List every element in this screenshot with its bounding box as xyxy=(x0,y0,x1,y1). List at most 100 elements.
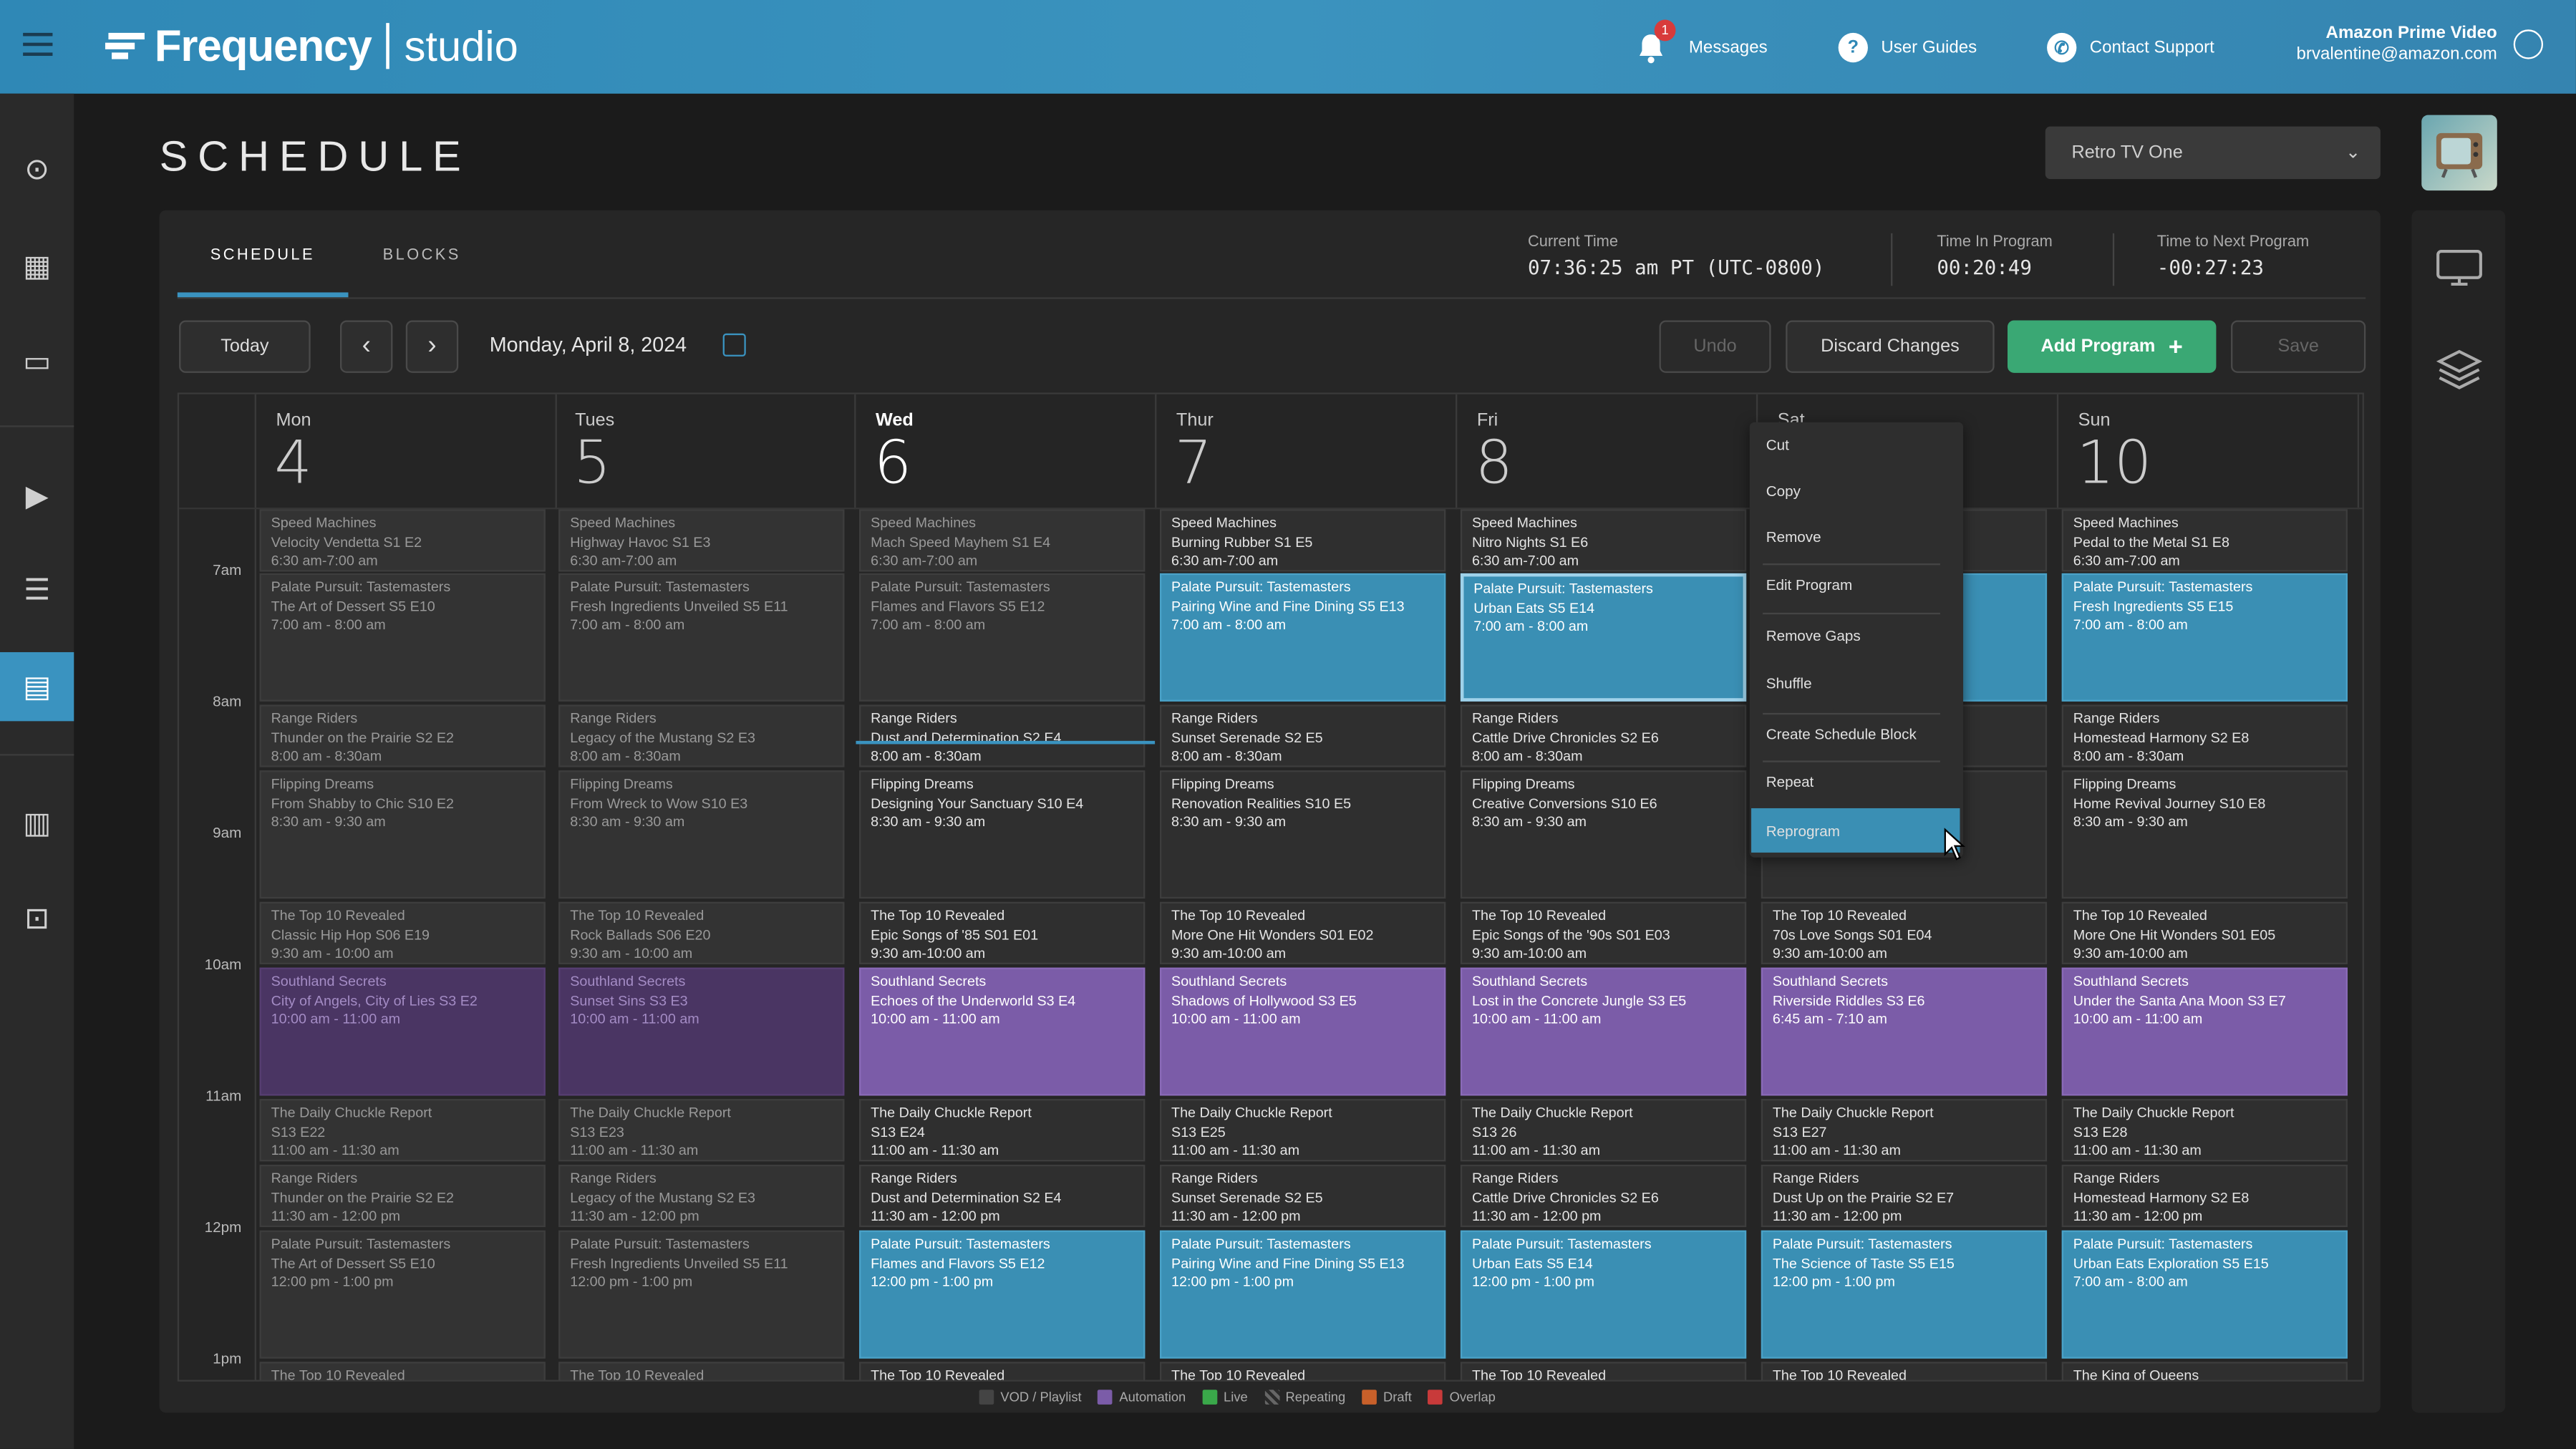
context-menu-item[interactable]: Remove Gaps xyxy=(1766,627,1861,644)
program-block[interactable]: The Top 10 Revealed Epic Songs of the '90… xyxy=(1460,901,1747,964)
context-menu-item[interactable]: Shuffle xyxy=(1766,675,1812,692)
monitor-icon[interactable] xyxy=(2436,250,2482,286)
context-menu-item[interactable]: Copy xyxy=(1766,483,1801,500)
discard-changes-button[interactable]: Discard Changes xyxy=(1786,320,1995,373)
channel-select[interactable]: Retro TV One ⌄ xyxy=(2045,126,2381,180)
undo-button[interactable]: Undo xyxy=(1659,320,1771,373)
brand-logo[interactable]: Frequency studio xyxy=(105,20,518,72)
day-header[interactable]: Thur 7 xyxy=(1156,394,1458,510)
program-block[interactable]: Speed Machines Velocity Vendetta S1 E2 6:3… xyxy=(259,509,546,572)
day-header[interactable]: Wed 6 xyxy=(856,394,1157,510)
program-block[interactable]: The Top 10 Revealed xyxy=(259,1362,546,1380)
program-block[interactable]: Flipping Dreams Designing Your Sanctuary … xyxy=(859,770,1146,899)
program-block[interactable]: Range Riders Thunder on the Prairie S2 E2… xyxy=(259,1164,546,1228)
day-header[interactable]: Sun 10 xyxy=(2058,394,2360,510)
program-block[interactable]: Speed Machines Pedal to the Metal S1 E8 6:… xyxy=(2061,509,2348,572)
program-block[interactable]: Southland Secrets Riverside Riddles S3 E6… xyxy=(1761,967,2048,1096)
program-block[interactable]: The Daily Chuckle Report S13 E27 11:00 am … xyxy=(1761,1099,2048,1162)
sidebar-analytics-icon[interactable]: ▥ xyxy=(23,805,52,839)
program-block[interactable]: Palate Pursuit: Tastemasters Urban Eats S… xyxy=(1460,573,1747,702)
program-block[interactable]: Flipping Dreams From Wreck to Wow S10 E3 8… xyxy=(558,770,845,899)
program-block[interactable]: The Top 10 Revealed xyxy=(1460,1362,1747,1380)
program-block[interactable]: Speed Machines Mach Speed Mayhem S1 E4 6:3… xyxy=(859,509,1146,572)
user-guides-link[interactable]: ? User Guides xyxy=(1838,29,1977,65)
program-block[interactable]: Palate Pursuit: Tastemasters The Art of D… xyxy=(259,573,546,702)
add-program-button[interactable]: Add Program + xyxy=(2008,320,2217,373)
context-menu-item[interactable]: Repeat xyxy=(1766,773,1814,790)
program-block[interactable]: Range Riders Homestead Harmony S2 E8 11:30… xyxy=(2061,1164,2348,1228)
program-block[interactable]: The Top 10 Revealed 70s Love Songs S01 E0… xyxy=(1761,901,2048,964)
day-header[interactable]: Tues 5 xyxy=(556,394,856,510)
tab-schedule[interactable]: SCHEDULE xyxy=(210,246,315,265)
contact-support-link[interactable]: ✆ Contact Support xyxy=(2047,29,2214,65)
program-block[interactable]: Speed Machines Burning Rubber S1 E5 6:30 a… xyxy=(1159,509,1446,572)
program-block[interactable]: Palate Pursuit: Tastemasters Fresh Ingred… xyxy=(558,573,845,702)
program-block[interactable]: Palate Pursuit: Tastemasters Flames and F… xyxy=(859,573,1146,702)
tab-blocks[interactable]: BLOCKS xyxy=(382,246,461,265)
program-block[interactable]: The Top 10 Revealed xyxy=(558,1362,845,1380)
day-header[interactable]: Mon 4 xyxy=(256,394,557,510)
sidebar-video-icon[interactable]: ▶ xyxy=(25,478,49,512)
program-block[interactable]: The Daily Chuckle Report S13 E28 11:00 am … xyxy=(2061,1099,2348,1162)
program-block[interactable]: The Top 10 Revealed Epic Songs of '85 S01… xyxy=(859,901,1146,964)
program-block[interactable]: The Daily Chuckle Report S13 E22 11:00 am … xyxy=(259,1099,546,1162)
day-header[interactable]: Fri 8 xyxy=(1457,394,1758,510)
program-block[interactable]: Speed Machines Highway Havoc S1 E3 6:30 am… xyxy=(558,509,845,572)
context-menu-item[interactable]: Reprogram xyxy=(1766,823,1841,840)
program-block[interactable]: Range Riders Homestead Harmony S2 E8 8:00 … xyxy=(2061,704,2348,767)
program-block[interactable]: Range Riders Sunset Serenade S2 E5 8:00 am… xyxy=(1159,704,1446,767)
layers-icon[interactable] xyxy=(2436,348,2483,391)
program-block[interactable]: Range Riders Cattle Drive Chronicles S2 E… xyxy=(1460,1164,1747,1228)
program-block[interactable]: Flipping Dreams Renovation Realities S10 … xyxy=(1159,770,1446,899)
program-block[interactable]: Palate Pursuit: Tastemasters The Art of D… xyxy=(259,1230,546,1359)
sidebar-user-monitor-icon[interactable]: ⊡ xyxy=(24,901,49,934)
program-block[interactable]: Range Riders Sunset Serenade S2 E5 11:30 a… xyxy=(1159,1164,1446,1228)
program-block[interactable]: The Daily Chuckle Report S13 E24 11:00 am … xyxy=(859,1099,1146,1162)
program-block[interactable]: Southland Secrets Sunset Sins S3 E3 10:00 … xyxy=(558,967,845,1096)
program-block[interactable]: Palate Pursuit: Tastemasters The Science … xyxy=(1761,1230,2048,1359)
program-block[interactable]: Palate Pursuit: Tastemasters Pairing Wine… xyxy=(1159,573,1446,702)
program-block[interactable]: Palate Pursuit: Tastemasters Pairing Wine… xyxy=(1159,1230,1446,1359)
program-block[interactable]: Range Riders Dust and Determination S2 E4… xyxy=(859,1164,1146,1228)
program-block[interactable]: Range Riders Legacy of the Mustang S2 E3 1… xyxy=(558,1164,845,1228)
program-block[interactable]: Southland Secrets City of Angels, City of… xyxy=(259,967,546,1096)
channel-thumbnail[interactable] xyxy=(2421,115,2497,191)
next-week-button[interactable]: › xyxy=(405,320,459,373)
sidebar-blocks-icon[interactable]: ☰ xyxy=(24,572,51,606)
program-block[interactable]: The Top 10 Revealed xyxy=(859,1362,1146,1380)
program-block[interactable]: Flipping Dreams From Shabby to Chic S10 E… xyxy=(259,770,546,899)
program-block[interactable]: The Daily Chuckle Report S13 E23 11:00 am … xyxy=(558,1099,845,1162)
program-block[interactable]: Southland Secrets Under the Santa Ana Moo… xyxy=(2061,967,2348,1096)
messages-link[interactable]: 1 Messages xyxy=(1636,19,1768,65)
program-block[interactable]: Range Riders Dust and Determination S2 E4… xyxy=(859,704,1146,767)
program-block[interactable]: Range Riders Thunder on the Prairie S2 E2… xyxy=(259,704,546,767)
sidebar-monitor-icon[interactable]: ▭ xyxy=(23,344,52,377)
today-button[interactable]: Today xyxy=(179,320,311,373)
save-button[interactable]: Save xyxy=(2231,320,2366,373)
context-menu-item[interactable]: Cut xyxy=(1766,437,1789,454)
program-block[interactable]: The Top 10 Revealed More One Hit Wonders… xyxy=(2061,901,2348,964)
account-info[interactable]: Amazon Prime Video brvalentine@amazon.co… xyxy=(2297,23,2497,66)
program-block[interactable]: Palate Pursuit: Tastemasters Fresh Ingred… xyxy=(558,1230,845,1359)
program-block[interactable]: The Top 10 Revealed More One Hit Wonders … xyxy=(1159,901,1446,964)
program-block[interactable]: Flipping Dreams Creative Conversions S10 … xyxy=(1460,770,1747,899)
program-block[interactable]: Southland Secrets Lost in the Concrete Ju… xyxy=(1460,967,1747,1096)
context-menu-item[interactable]: Edit Program xyxy=(1766,576,1853,593)
program-block[interactable]: Speed Machines Nitro Nights S1 E6 6:30 am-… xyxy=(1460,509,1747,572)
program-block[interactable]: The King of Queens xyxy=(2061,1362,2348,1380)
program-block[interactable]: Palate Pursuit: Tastemasters Flames and F… xyxy=(859,1230,1146,1359)
context-menu-item[interactable]: Create Schedule Block xyxy=(1766,726,1917,743)
prev-week-button[interactable]: ‹ xyxy=(339,320,393,373)
program-block[interactable]: Southland Secrets Echoes of the Underworl… xyxy=(859,967,1146,1096)
program-block[interactable]: Range Riders Dust Up on the Prairie S2 E7… xyxy=(1761,1164,2048,1228)
program-block[interactable]: The Daily Chuckle Report S13 26 11:00 am -… xyxy=(1460,1099,1747,1162)
program-block[interactable]: Palate Pursuit: Tastemasters Urban Eats E… xyxy=(2061,1230,2348,1359)
program-block[interactable]: The Top 10 Revealed xyxy=(1159,1362,1446,1380)
program-block[interactable]: The Daily Chuckle Report S13 E25 11:00 am … xyxy=(1159,1099,1446,1162)
hamburger-menu-icon[interactable] xyxy=(23,32,53,57)
sidebar-broadcast-icon[interactable]: ⊙ xyxy=(24,152,49,185)
avatar-icon[interactable] xyxy=(2513,29,2544,59)
program-block[interactable]: The Top 10 Revealed xyxy=(1761,1362,2048,1380)
program-block[interactable]: The Top 10 Revealed Classic Hip Hop S06 E… xyxy=(259,901,546,964)
program-block[interactable]: Palate Pursuit: Tastemasters Urban Eats S… xyxy=(1460,1230,1747,1359)
